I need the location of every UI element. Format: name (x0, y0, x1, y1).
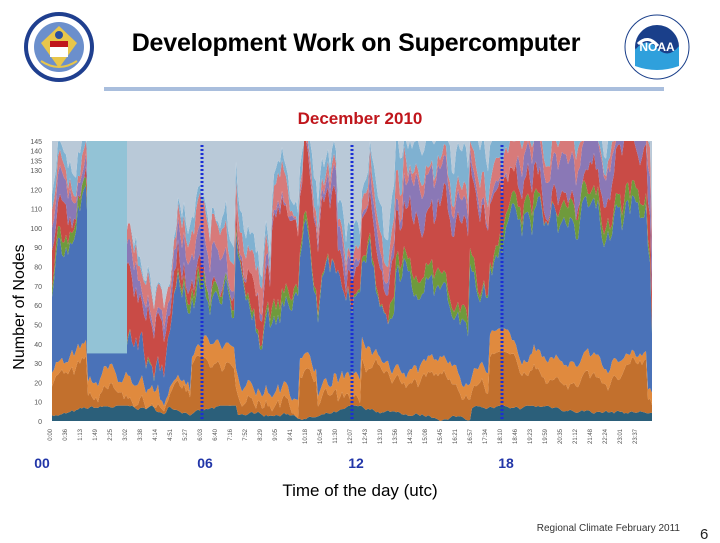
x-minor-tick-label: 0:00 (48, 428, 54, 440)
x-minor-tick-label: 21:12 (573, 428, 579, 444)
x-minor-tick-label: 12:07 (348, 428, 354, 444)
x-minor-tick-label: 1:49 (93, 428, 99, 440)
y-tick-label: 10 (34, 400, 42, 407)
y-tick-label: 90 (34, 245, 42, 252)
x-axis-label: Time of the day (utc) (282, 481, 438, 500)
x-minor-tick-label: 15:45 (438, 428, 444, 444)
x-minor-tick-label: 19:59 (543, 428, 549, 444)
y-tick-label: 100 (30, 226, 42, 233)
y-tick-label: 135 (30, 158, 42, 165)
x-tick-label-00: 00 (34, 455, 50, 471)
x-minor-tick-label: 0:36 (63, 428, 69, 440)
x-minor-tick-label: 5:27 (183, 428, 189, 440)
x-minor-tick-label: 15:08 (423, 428, 429, 444)
x-minor-tick-label: 21:48 (588, 428, 594, 444)
noaa-logo: NOAA (624, 14, 690, 80)
title-rule (104, 87, 664, 91)
x-minor-tick-label: 11:30 (333, 428, 339, 443)
area-series-5 (52, 176, 652, 382)
y-tick-label: 70 (34, 284, 42, 291)
x-minor-tick-label: 4:14 (153, 428, 159, 440)
x-minor-tick-label: 20:35 (558, 428, 564, 444)
x-minor-tick-label: 13:56 (393, 428, 399, 444)
x-minor-tick-label: 22:24 (603, 428, 609, 444)
x-minor-tick-label: 4:51 (168, 428, 174, 440)
x-minor-tick-label: 6:03 (198, 428, 204, 440)
chart-subtitle: December 2010 (297, 109, 423, 128)
x-tick-label-12: 12 (348, 455, 364, 471)
x-minor-tick-label: 7:52 (243, 428, 249, 440)
x-minor-tick-label: 3:02 (123, 428, 129, 440)
reference-lines (200, 145, 504, 419)
x-minor-tick-label: 12:43 (363, 428, 369, 444)
y-tick-label: 110 (31, 207, 42, 214)
x-minor-tick-label: 7:16 (228, 428, 234, 440)
y-tick-label: 140 (30, 149, 42, 156)
y-tick-label: 60 (34, 303, 42, 310)
x-minor-tick-label: 18:10 (498, 428, 504, 444)
x-minor-tick-label: 18:46 (513, 428, 519, 444)
x-minor-tick-label: 13:19 (378, 428, 384, 444)
area-series-7 (52, 141, 652, 343)
x-minor-tick-label: 23:01 (618, 428, 624, 444)
area-series-2 (52, 351, 652, 421)
y-tick-label: 20 (34, 380, 42, 387)
y-tick-label: 30 (34, 361, 42, 368)
x-minor-tick-label: 6:40 (213, 428, 219, 440)
y-tick-label: 145 (30, 139, 42, 146)
footer-text: Regional Climate February 2011 (536, 523, 680, 534)
y-tick-label: 40 (34, 342, 42, 349)
y-tick-label: 50 (34, 322, 42, 329)
x-minor-tick-label: 3:38 (138, 428, 144, 440)
y-tick-label: 120 (30, 187, 42, 194)
x-minor-tick-label: 16:21 (453, 428, 459, 444)
area-series-6 (52, 141, 652, 379)
idle-block (87, 141, 127, 354)
y-tick-labels: 0 10 20 30 40 50 60 70 80 90 100 110 120 130 135 140 145 (30, 139, 42, 426)
x-minor-tick-label: 16:57 (468, 428, 474, 444)
x-minor-tick-label: 8:29 (258, 428, 264, 440)
slide-title: Development Work on Supercomputer (131, 29, 581, 57)
y-tick-label: 0 (38, 419, 42, 426)
x-minor-tick-label: 9:05 (273, 428, 279, 440)
x-tick-label-06: 06 (197, 455, 213, 471)
x-minor-tick-label: 10:18 (303, 428, 309, 444)
y-tick-label: 130 (30, 168, 42, 175)
x-minor-tick-label: 14:32 (408, 428, 414, 444)
x-minor-tick-label: 23:37 (633, 428, 639, 444)
commerce-seal-logo (24, 12, 94, 82)
x-tick-label-18: 18 (498, 455, 514, 471)
x-minor-tick-label: 1:13 (78, 428, 84, 440)
page-number: 6 (700, 526, 709, 543)
noaa-logo-text: NOAA (639, 40, 675, 54)
x-tick-labels: 0:00 0:36 1:13 1:49 2:25 3:02 3:38 4:14 4:51 5:27… (48, 428, 639, 444)
x-minor-tick-label: 10:54 (318, 428, 324, 444)
x-minor-tick-label: 17:34 (483, 428, 489, 444)
x-minor-tick-label: 9:41 (288, 428, 294, 440)
area-series-8 (52, 141, 652, 332)
y-tick-label: 80 (34, 265, 42, 272)
x-minor-tick-label: 19:23 (528, 428, 534, 444)
x-minor-tick-label: 2:25 (108, 428, 114, 440)
